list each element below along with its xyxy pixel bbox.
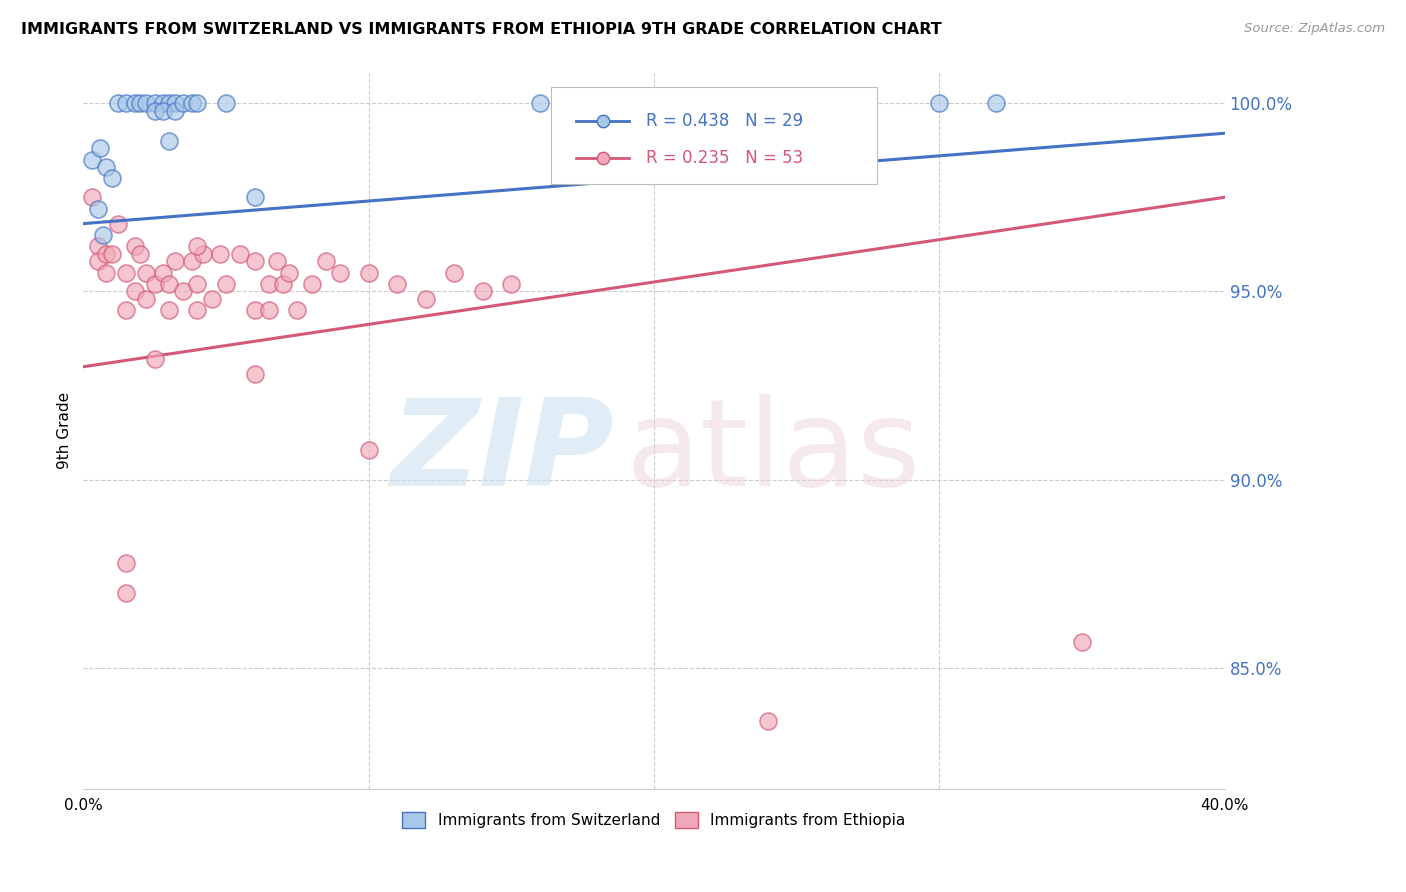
Point [115,303,138,318]
Point [842,96,865,111]
Point [94,266,117,280]
Point [143,277,166,291]
Point [115,556,138,570]
Text: IMMIGRANTS FROM SWITZERLAND VS IMMIGRANTS FROM ETHIOPIA 9TH GRADE CORRELATION CH: IMMIGRANTS FROM SWITZERLAND VS IMMIGRANT… [21,22,942,37]
Point [143,352,166,367]
Point [101,246,124,260]
Point [107,96,129,111]
Point [315,254,337,268]
Point [152,96,174,111]
Point [329,266,352,280]
Point [186,303,208,318]
Point [163,96,186,111]
Point [215,277,238,291]
Point [172,96,194,111]
Point [80,190,103,204]
Point [129,246,152,260]
Point [529,96,551,111]
Point [501,277,523,291]
Point [129,96,152,111]
Point [357,442,380,457]
Point [756,714,779,728]
Point [86,239,108,253]
Point [443,266,465,280]
Point [152,266,174,280]
Point [209,246,232,260]
Point [115,266,138,280]
Point [928,96,950,111]
Point [172,285,194,299]
Point [157,277,180,291]
Point [135,292,157,306]
Point [157,96,180,111]
Text: R = 0.235   N = 53: R = 0.235 N = 53 [645,149,803,167]
Point [94,246,117,260]
Point [1371,348,1393,362]
Point [86,202,108,216]
Y-axis label: 9th Grade: 9th Grade [58,392,72,469]
Point [94,160,117,174]
Point [277,266,299,280]
Point [115,585,138,599]
Point [135,266,157,280]
Point [385,277,408,291]
Point [163,103,186,118]
Point [201,292,224,306]
Point [91,227,114,242]
Point [1371,544,1393,558]
Point [157,303,180,318]
Point [143,103,166,118]
Text: atlas: atlas [626,393,921,511]
Point [80,153,103,167]
Text: Source: ZipAtlas.com: Source: ZipAtlas.com [1244,22,1385,36]
Legend: Immigrants from Switzerland, Immigrants from Ethiopia: Immigrants from Switzerland, Immigrants … [396,806,911,835]
Point [271,277,294,291]
Point [257,303,280,318]
Point [243,303,266,318]
Point [301,277,323,291]
Point [257,277,280,291]
FancyBboxPatch shape [551,87,876,184]
Point [115,96,138,111]
Point [643,96,665,111]
Point [285,303,308,318]
Point [986,96,1008,111]
Point [215,96,238,111]
Point [135,96,157,111]
Point [124,285,146,299]
Point [1071,634,1094,648]
Point [186,96,208,111]
Point [180,96,202,111]
Point [229,246,252,260]
Point [191,246,214,260]
Text: R = 0.438   N = 29: R = 0.438 N = 29 [645,112,803,130]
Point [471,285,494,299]
Point [243,254,266,268]
Point [157,134,180,148]
Point [89,141,111,155]
Point [357,266,380,280]
Point [124,96,146,111]
Point [163,254,186,268]
Point [107,217,129,231]
Point [186,277,208,291]
Point [415,292,437,306]
Text: ZIP: ZIP [391,393,614,511]
Point [152,103,174,118]
Point [243,368,266,382]
Point [186,239,208,253]
Point [243,190,266,204]
Point [101,171,124,186]
Point [86,254,108,268]
Point [266,254,288,268]
Point [143,96,166,111]
Point [180,254,202,268]
Point [124,239,146,253]
